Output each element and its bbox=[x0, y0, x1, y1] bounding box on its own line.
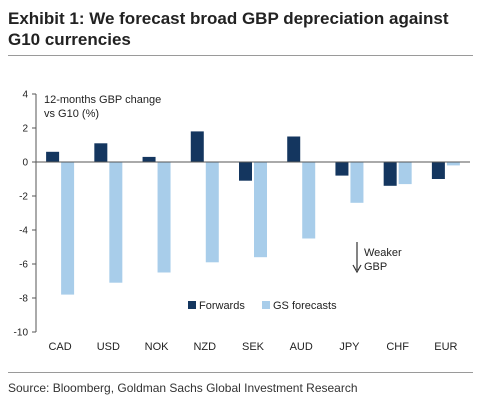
gs-forecast-bar-sek bbox=[254, 162, 267, 258]
x-tick-label-nok: NOK bbox=[145, 341, 170, 353]
forwards-bar-aud bbox=[287, 136, 301, 162]
y-tick-label: 4 bbox=[22, 90, 28, 101]
forwards-bar-usd bbox=[94, 143, 108, 162]
chart-title: Exhibit 1: We forecast broad GBP depreci… bbox=[8, 9, 449, 49]
y-tick-label: -2 bbox=[19, 192, 28, 203]
y-tick-label: 2 bbox=[22, 124, 28, 135]
forwards-bar-chf bbox=[383, 162, 397, 186]
forwards-bar-eur bbox=[431, 162, 445, 179]
annotation-gbp: GBP bbox=[364, 261, 387, 273]
legend-swatch-gs-forecasts bbox=[262, 301, 270, 309]
x-tick-label-sek: SEK bbox=[242, 341, 265, 353]
y-tick-label: -8 bbox=[19, 294, 28, 305]
y-tick-label: 0 bbox=[22, 158, 28, 169]
forwards-bar-cad bbox=[46, 151, 60, 162]
x-tick-label-aud: AUD bbox=[290, 341, 313, 353]
gs-forecast-bar-chf bbox=[398, 162, 412, 185]
x-tick-label-chf: CHF bbox=[386, 341, 409, 353]
forwards-bar-nok bbox=[142, 156, 156, 162]
y-tick-label: -4 bbox=[19, 226, 28, 237]
annotation-weaker: Weaker bbox=[364, 247, 402, 259]
forwards-bar-jpy bbox=[335, 162, 349, 176]
y-axis-label-line-1: 12-months GBP change bbox=[44, 94, 161, 106]
forwards-bar-sek bbox=[239, 162, 252, 181]
y-axis-label-line-2: vs G10 (%) bbox=[44, 108, 99, 120]
x-tick-label-eur: EUR bbox=[434, 341, 457, 353]
x-tick-label-nzd: NZD bbox=[193, 341, 216, 353]
x-tick-label-jpy: JPY bbox=[339, 341, 360, 353]
gs-forecast-bar-cad bbox=[61, 162, 75, 295]
gs-forecast-bar-usd bbox=[109, 162, 123, 283]
title-divider bbox=[8, 55, 473, 56]
weaker-gbp-arrow-head bbox=[352, 264, 362, 274]
y-tick-label: -6 bbox=[19, 260, 28, 271]
gs-forecast-bar-nok bbox=[157, 162, 171, 273]
legend-swatch-forwards bbox=[188, 301, 196, 309]
gs-forecast-bar-eur bbox=[446, 162, 460, 166]
legend-label-forwards: Forwards bbox=[199, 300, 245, 312]
legend-label-gs-forecasts: GS forecasts bbox=[273, 300, 337, 312]
forwards-bar-nzd bbox=[190, 131, 204, 162]
x-tick-label-cad: CAD bbox=[48, 341, 71, 353]
gs-forecast-bar-nzd bbox=[205, 162, 219, 263]
footer-divider bbox=[8, 372, 473, 373]
gs-forecast-bar-aud bbox=[302, 162, 316, 239]
source-note: Source: Bloomberg, Goldman Sachs Global … bbox=[8, 381, 358, 395]
y-tick-label: -10 bbox=[14, 328, 29, 339]
x-tick-label-usd: USD bbox=[97, 341, 120, 353]
gs-forecast-bar-jpy bbox=[350, 162, 364, 203]
